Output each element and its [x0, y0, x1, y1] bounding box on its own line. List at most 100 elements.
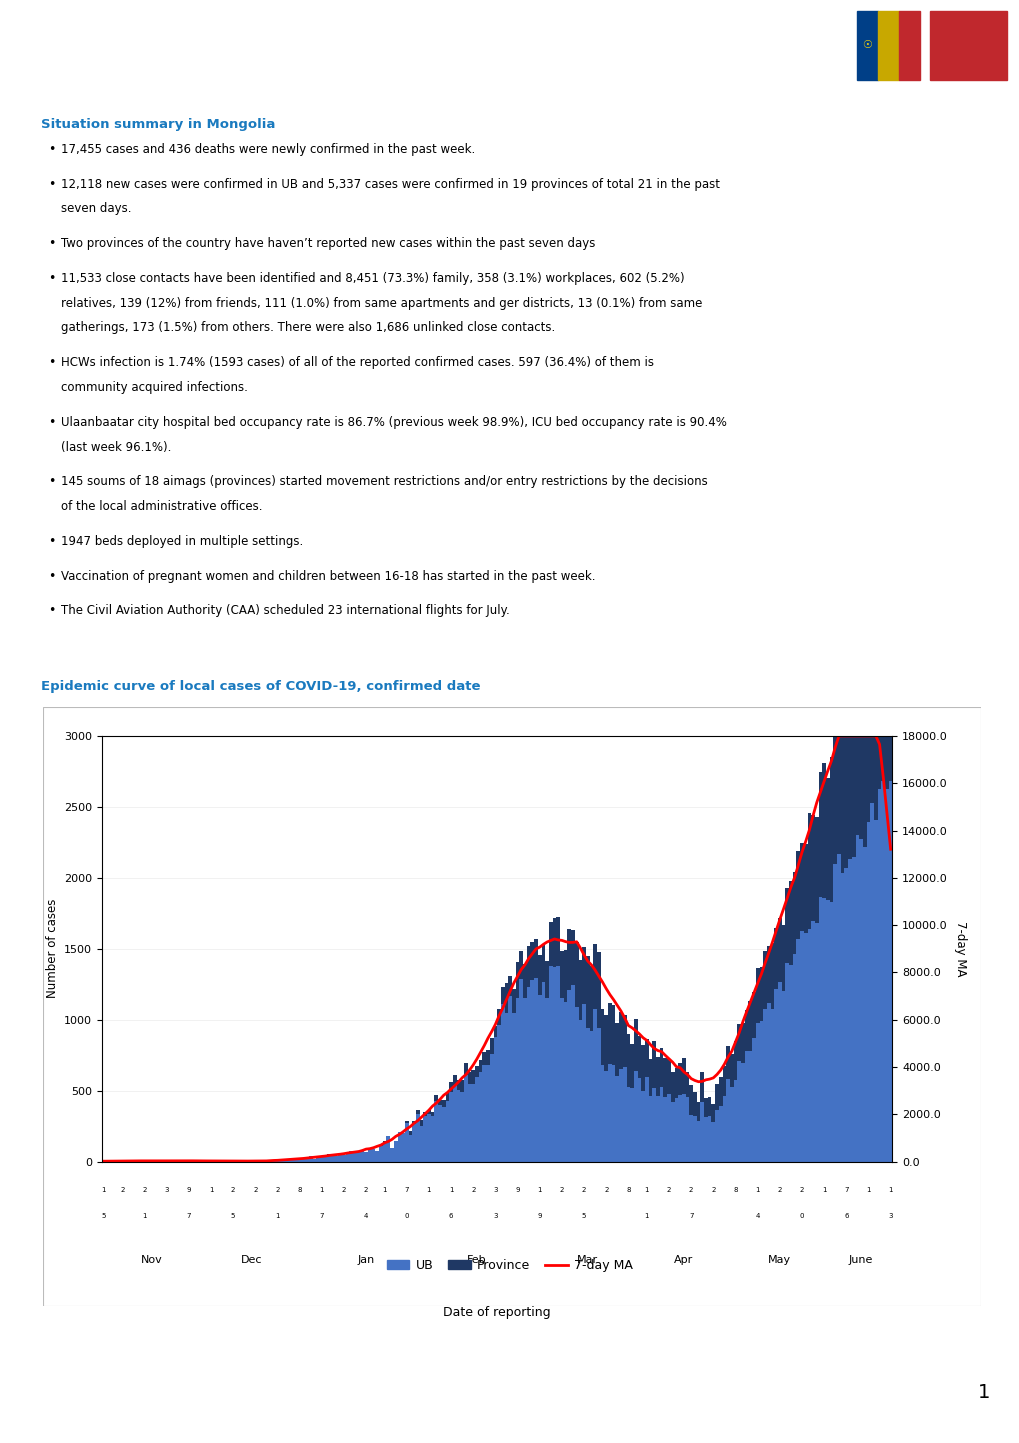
Bar [866, 823, 869, 1162]
Bar [430, 1115, 434, 1162]
Bar [397, 1131, 400, 1162]
Text: 12,118 new cases were confirmed in UB and 5,337 cases were confirmed in 19 provi: 12,118 new cases were confirmed in UB an… [61, 177, 719, 190]
Bar [682, 1094, 685, 1162]
Bar [614, 1076, 619, 1162]
Text: 7: 7 [405, 1188, 409, 1193]
Bar [726, 1079, 730, 1162]
Bar [345, 1152, 350, 1162]
Bar [312, 1159, 316, 1162]
Bar [828, 758, 833, 902]
Bar [796, 851, 799, 939]
Bar [692, 1115, 696, 1162]
Text: As of 21 June 2021: As of 21 June 2021 [204, 65, 315, 78]
Bar [799, 843, 803, 931]
Bar [478, 1059, 482, 1072]
Bar [803, 844, 807, 932]
Bar [762, 951, 766, 1009]
Bar [331, 1156, 334, 1162]
Bar [884, 590, 888, 789]
Bar [671, 1102, 674, 1162]
Text: 2: 2 [253, 1188, 257, 1193]
Bar [674, 1068, 678, 1098]
Bar [530, 980, 534, 1162]
Bar [611, 1065, 614, 1162]
Bar [769, 1009, 773, 1162]
Text: Western Pacific Region: Western Pacific Region [26, 66, 122, 75]
Bar [338, 1153, 341, 1162]
Bar [409, 1134, 412, 1162]
Bar [534, 938, 537, 978]
Bar [833, 724, 837, 864]
Bar [655, 1097, 659, 1162]
Bar [856, 12, 877, 79]
Text: 7: 7 [688, 1212, 693, 1219]
Text: •: • [48, 177, 56, 190]
Bar [880, 782, 884, 1162]
Bar [545, 999, 548, 1162]
Bar [744, 1010, 748, 1051]
Bar [582, 1004, 585, 1162]
Text: 1: 1 [102, 1188, 106, 1193]
Bar [630, 1088, 633, 1162]
Bar [512, 1013, 516, 1162]
Bar [648, 1097, 652, 1162]
Bar [478, 1072, 482, 1162]
Bar [430, 1111, 434, 1115]
Text: 2: 2 [120, 1188, 124, 1193]
Bar [427, 1114, 430, 1162]
Bar [721, 1066, 726, 1097]
Bar [578, 960, 582, 1020]
Text: 1: 1 [319, 1188, 324, 1193]
Text: Feb: Feb [467, 1255, 486, 1266]
Bar [541, 981, 545, 1162]
Text: 1: 1 [644, 1188, 648, 1193]
Bar [769, 944, 773, 1009]
Bar [666, 1059, 671, 1094]
Bar [504, 1013, 507, 1162]
Bar [730, 1087, 733, 1162]
Bar [457, 1091, 460, 1162]
Bar [423, 1115, 427, 1162]
Bar [552, 918, 555, 967]
Text: of the local administrative offices.: of the local administrative offices. [61, 501, 263, 514]
Bar [630, 1043, 633, 1088]
Bar [607, 1003, 611, 1063]
Bar [733, 1040, 737, 1079]
Bar [748, 1001, 751, 1051]
Bar [423, 1113, 427, 1115]
Bar [652, 1088, 655, 1162]
Bar [585, 957, 589, 1027]
Bar [689, 1085, 692, 1115]
Text: Nov: Nov [141, 1255, 163, 1266]
Text: 2: 2 [710, 1188, 715, 1193]
Bar [873, 820, 877, 1162]
Bar [448, 1082, 452, 1092]
Bar [866, 654, 869, 823]
Bar [559, 997, 564, 1162]
Text: Mongolia: Mongolia [204, 9, 285, 27]
Bar [559, 951, 564, 997]
Bar [848, 859, 851, 1162]
Bar [810, 815, 814, 921]
Bar [851, 857, 855, 1162]
Text: 2: 2 [603, 1188, 607, 1193]
Bar [582, 948, 585, 1004]
Bar [341, 1154, 345, 1162]
Bar [858, 657, 862, 838]
Text: 1: 1 [142, 1212, 147, 1219]
Bar [711, 1104, 714, 1123]
Text: •: • [48, 356, 56, 369]
Bar [575, 942, 578, 1007]
Bar [877, 12, 899, 79]
Bar [445, 1101, 448, 1162]
Bar [703, 1117, 707, 1162]
Text: •: • [48, 535, 56, 548]
Bar [623, 1016, 626, 1066]
Bar [334, 1156, 338, 1162]
Bar [471, 1085, 475, 1162]
Bar [412, 1121, 416, 1124]
Bar [507, 996, 512, 1162]
Bar [607, 1063, 611, 1162]
Bar [434, 1101, 438, 1162]
Bar [364, 1152, 368, 1162]
